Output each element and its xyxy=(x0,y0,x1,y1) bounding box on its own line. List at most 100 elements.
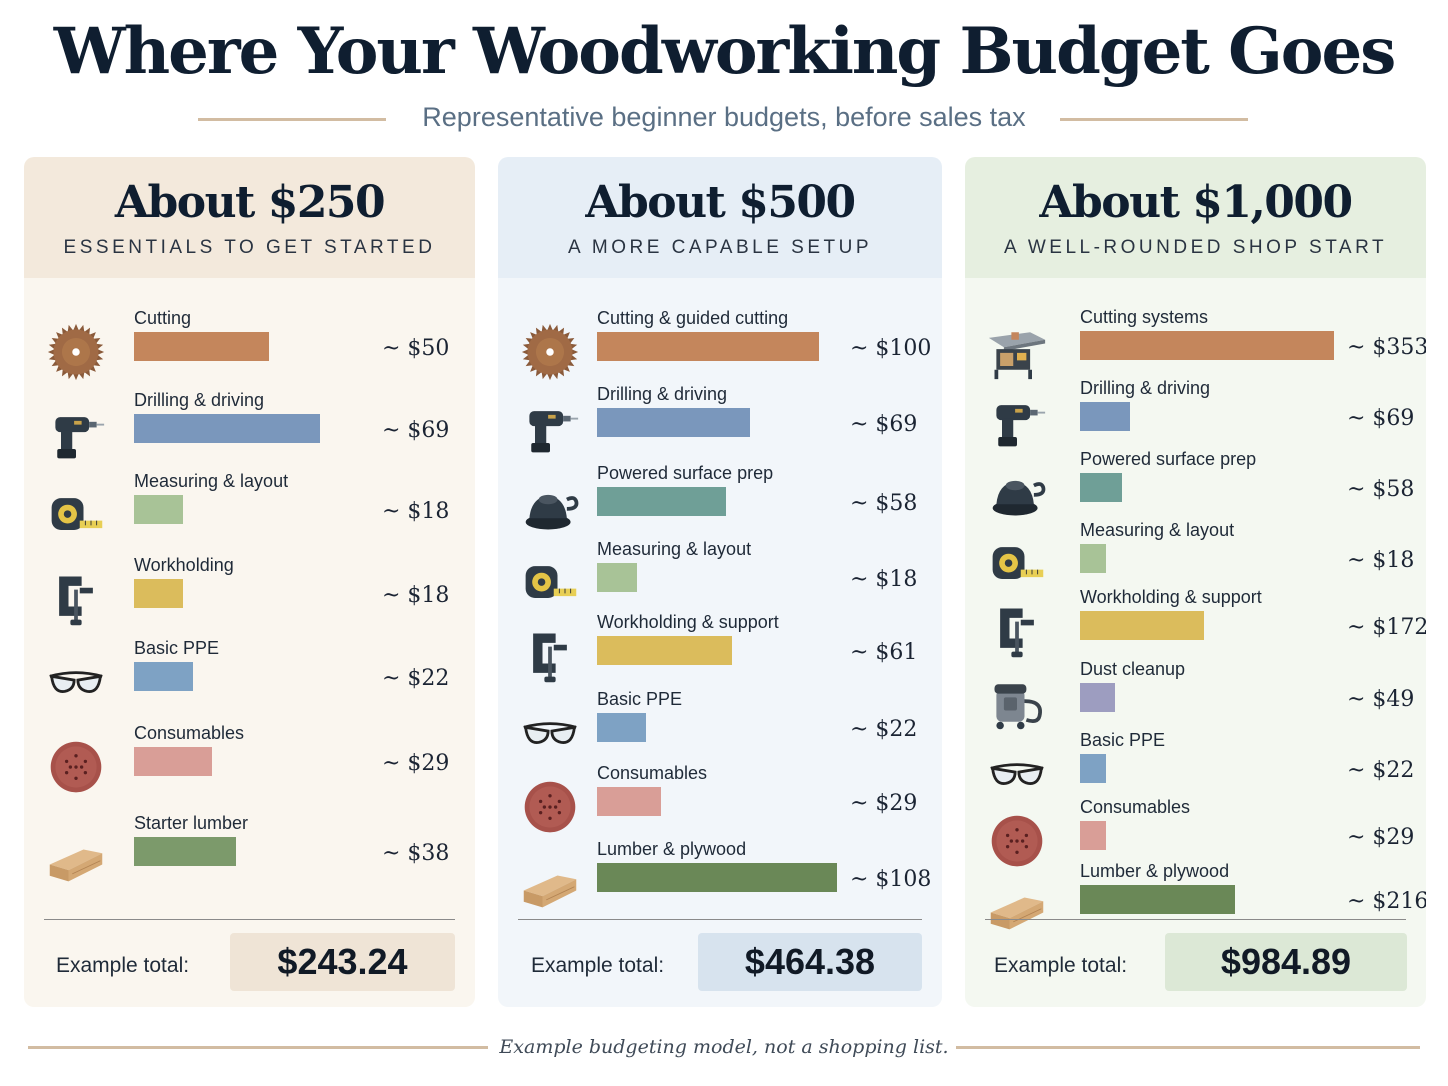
amount-label: ~ $58 xyxy=(850,491,918,516)
budget-row: Basic PPE ~ $22 xyxy=(498,689,942,773)
footnote: Example budgeting model, not a shopping … xyxy=(499,1036,949,1058)
budget-row: Cutting & guided cutting ~ $100 xyxy=(498,308,942,392)
subtitle-row: Representative beginner budgets, before … xyxy=(0,100,1448,140)
category-label: Workholding & support xyxy=(1080,587,1262,607)
category-label: Workholding xyxy=(134,555,234,575)
budget-row: Starter lumber ~ $38 xyxy=(24,813,475,897)
safety-glasses-icon xyxy=(987,744,1051,808)
drill-icon xyxy=(46,404,110,468)
panel-tagline: ESSENTIALS TO GET STARTED xyxy=(63,237,436,258)
total-label: Example total: xyxy=(994,954,1128,977)
page-title: Where Your Woodworking Budget Goes xyxy=(53,14,1396,89)
panel-title: About $500 xyxy=(585,177,856,228)
budget-bar xyxy=(1080,683,1116,712)
budget-row: Consumables ~ $29 xyxy=(965,797,1426,881)
budget-bar xyxy=(1080,544,1106,573)
budget-row: Drilling & driving ~ $69 xyxy=(498,384,942,468)
budget-row: Workholding & support ~ $172 xyxy=(965,587,1426,671)
budget-bar xyxy=(1080,402,1130,431)
budget-row: Cutting ~ $50 xyxy=(24,308,475,392)
sanding-disc-icon xyxy=(520,777,584,841)
footer-rule-left xyxy=(28,1046,488,1049)
amount-label: ~ $69 xyxy=(1347,406,1415,431)
amount-label: ~ $353 xyxy=(1347,335,1426,360)
total-divider xyxy=(518,919,922,920)
saw-blade-icon xyxy=(46,322,110,386)
budget-row: Workholding ~ $18 xyxy=(24,555,475,639)
budget-row: Drilling & driving ~ $69 xyxy=(965,378,1426,462)
amount-label: ~ $29 xyxy=(850,791,918,816)
amount-label: ~ $49 xyxy=(1347,687,1415,712)
amount-label: ~ $100 xyxy=(850,336,932,361)
panel-title: About $250 xyxy=(114,177,386,228)
budget-bar xyxy=(597,487,726,516)
amount-label: ~ $18 xyxy=(382,499,450,524)
category-label: Measuring & layout xyxy=(134,471,289,491)
budget-row: Cutting systems ~ $353 xyxy=(965,307,1426,391)
budget-bar xyxy=(1080,331,1334,360)
total-divider xyxy=(44,919,455,920)
category-label: Starter lumber xyxy=(134,813,249,833)
amount-label: ~ $58 xyxy=(1347,477,1415,502)
amount-label: ~ $38 xyxy=(382,841,450,866)
category-label: Measuring & layout xyxy=(1080,520,1235,540)
panel-header: About $500 A MORE CAPABLE SETUP xyxy=(498,157,942,278)
budget-bar xyxy=(597,332,819,361)
budget-row: Basic PPE ~ $22 xyxy=(24,638,475,722)
total-label: Example total: xyxy=(56,954,190,977)
category-label: Lumber & plywood xyxy=(1080,861,1230,881)
amount-label: ~ $18 xyxy=(382,583,450,608)
category-label: Basic PPE xyxy=(597,689,683,709)
budget-bar xyxy=(597,408,751,437)
category-label: Measuring & layout xyxy=(597,539,752,559)
category-label: Workholding & support xyxy=(597,612,779,632)
lumber-icon xyxy=(520,853,584,917)
budget-bar xyxy=(1080,611,1204,640)
lumber-icon xyxy=(46,827,110,891)
budget-bar xyxy=(134,332,269,361)
amount-label: ~ $69 xyxy=(382,418,450,443)
amount-label: ~ $50 xyxy=(382,336,450,361)
amount-label: ~ $172 xyxy=(1347,615,1426,640)
category-label: Consumables xyxy=(134,723,245,743)
budget-row: Powered surface prep ~ $58 xyxy=(498,463,942,547)
budget-bar xyxy=(1080,885,1236,914)
category-label: Lumber & plywood xyxy=(597,839,747,859)
safety-glasses-icon xyxy=(46,652,110,716)
budget-row: Drilling & driving ~ $69 xyxy=(24,390,475,474)
amount-label: ~ $18 xyxy=(1347,548,1415,573)
budget-bar xyxy=(1080,754,1106,783)
budget-bar xyxy=(597,713,646,742)
budget-bar xyxy=(134,495,183,524)
budget-bar xyxy=(597,636,733,665)
safety-glasses-icon xyxy=(520,703,584,767)
sanding-disc-icon xyxy=(46,737,110,801)
budget-bar xyxy=(134,579,183,608)
budget-bar xyxy=(134,662,194,691)
shop-vac-icon xyxy=(987,673,1051,737)
amount-label: ~ $22 xyxy=(382,666,450,691)
subtitle-rule-left xyxy=(198,118,386,121)
budget-row: Consumables ~ $29 xyxy=(24,723,475,807)
budget-row: Measuring & layout ~ $18 xyxy=(24,471,475,555)
category-label: Dust cleanup xyxy=(1080,659,1186,679)
budget-bar xyxy=(134,747,213,776)
budget-row: Powered surface prep ~ $58 xyxy=(965,449,1426,533)
panel-header: About $1,000 A WELL-ROUNDED SHOP START xyxy=(965,157,1426,278)
saw-blade-icon xyxy=(520,322,584,386)
budget-panel-3: About $1,000 A WELL-ROUNDED SHOP START Cu… xyxy=(965,157,1426,1007)
category-label: Basic PPE xyxy=(1080,730,1166,750)
orbital-sander-icon xyxy=(987,463,1051,527)
budget-bar xyxy=(134,414,320,443)
budget-row: Lumber & plywood ~ $108 xyxy=(498,839,942,923)
category-label: Cutting xyxy=(134,308,192,328)
budget-row: Consumables ~ $29 xyxy=(498,763,942,847)
tape-measure-icon xyxy=(520,553,584,617)
budget-panel-2: About $500 A MORE CAPABLE SETUP Cutting & … xyxy=(498,157,942,1007)
total-value: $243.24 xyxy=(230,933,455,991)
amount-label: ~ $29 xyxy=(382,751,450,776)
budget-row: Measuring & layout ~ $18 xyxy=(498,539,942,623)
budget-row: Basic PPE ~ $22 xyxy=(965,730,1426,814)
panel-title: About $1,000 xyxy=(1039,177,1353,228)
budget-bar xyxy=(1080,473,1122,502)
